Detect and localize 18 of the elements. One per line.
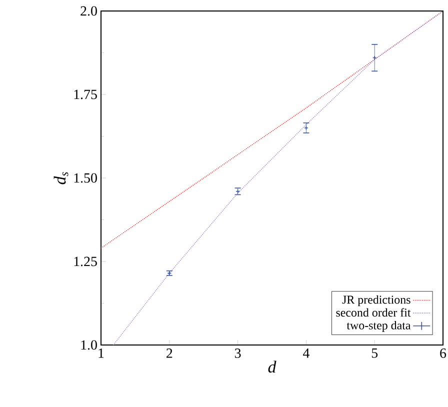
legend-label: JR predictions: [342, 295, 410, 306]
legend-label: second order fit: [336, 308, 411, 317]
y-tick-label: 2.0: [80, 6, 97, 16]
y-tick-label: 1.75: [74, 90, 97, 100]
line-series: [101, 10, 444, 249]
x-tick-label: 3: [234, 348, 241, 358]
x-tick-label: 1: [98, 348, 104, 358]
x-tick-label: 5: [372, 348, 378, 358]
x-axis-title: d: [268, 360, 276, 373]
x-tick-label: 6: [440, 348, 446, 358]
x-tick-label: 2: [166, 348, 172, 358]
legend-label: two-step data: [346, 321, 411, 332]
line-series: [112, 10, 444, 345]
y-axis-title: d$_{s}$: [54, 172, 68, 184]
x-tick-label: 4: [302, 348, 310, 358]
y-tick-label: 1.50: [74, 173, 97, 183]
y-tick-label: 1.25: [74, 256, 97, 266]
y-tick-label: 1.0: [81, 340, 97, 350]
